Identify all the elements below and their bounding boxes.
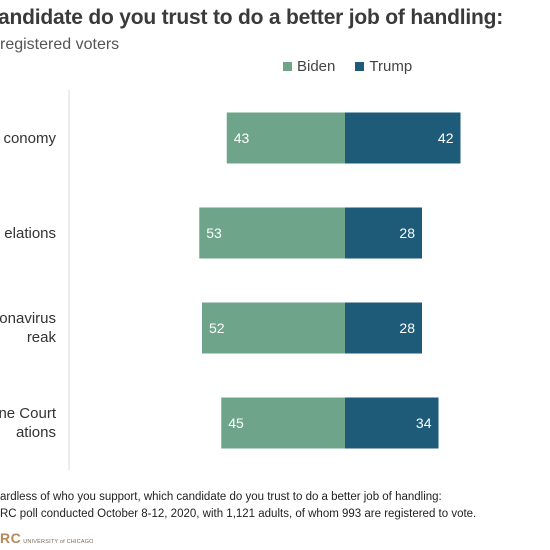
category-label: conomy (0, 129, 56, 148)
bar-trump (345, 302, 422, 354)
category-label: elations (0, 224, 56, 243)
data-label-biden: 45 (228, 415, 244, 431)
legend-item-biden: Biden (283, 58, 335, 75)
category-label-line: ations (15, 424, 56, 441)
legend: Biden Trump (283, 56, 432, 76)
logo-subtext: UNIVERSITY of CHICAGO (23, 539, 94, 545)
category-label-line: elations (4, 224, 56, 242)
legend-label-biden: Biden (297, 57, 336, 75)
data-label-trump: 34 (416, 415, 432, 431)
bar-biden (226, 112, 345, 164)
category-label-line: onavirus (0, 310, 56, 327)
chart-title: andidate do you trust to do a better job… (0, 6, 504, 29)
data-label-trump: 28 (399, 225, 415, 241)
logo-mark: RC (0, 530, 22, 546)
legend-item-trump: Trump (355, 58, 412, 75)
norc-logo: RC UNIVERSITY of CHICAGO (0, 531, 94, 549)
bar-trump (345, 112, 461, 164)
data-label-biden: 52 (209, 320, 225, 336)
bar-biden (221, 397, 345, 449)
bar-trump (345, 397, 439, 449)
legend-swatch-biden (283, 61, 292, 71)
category-label-line: conomy (3, 129, 56, 147)
bar-trump (345, 207, 422, 259)
category-label: ne Court ations (0, 404, 56, 442)
data-label-biden: 53 (206, 225, 222, 241)
legend-swatch-trump (355, 61, 365, 71)
data-label-biden: 43 (234, 130, 250, 146)
category-label-line: ne Court (0, 405, 56, 422)
category-label: onavirus reak (0, 309, 56, 347)
legend-label-trump: Trump (369, 57, 413, 75)
category-label-line: reak (26, 329, 56, 346)
bar-biden (199, 207, 345, 259)
chart-subtitle: registered voters (0, 36, 120, 53)
data-label-trump: 28 (399, 320, 415, 336)
footnote-question: ardless of who you support, which candid… (0, 491, 442, 503)
bar-biden (202, 302, 345, 354)
footnote-source: RC poll conducted October 8-12, 2020, wi… (0, 508, 477, 520)
data-label-trump: 42 (438, 130, 454, 146)
